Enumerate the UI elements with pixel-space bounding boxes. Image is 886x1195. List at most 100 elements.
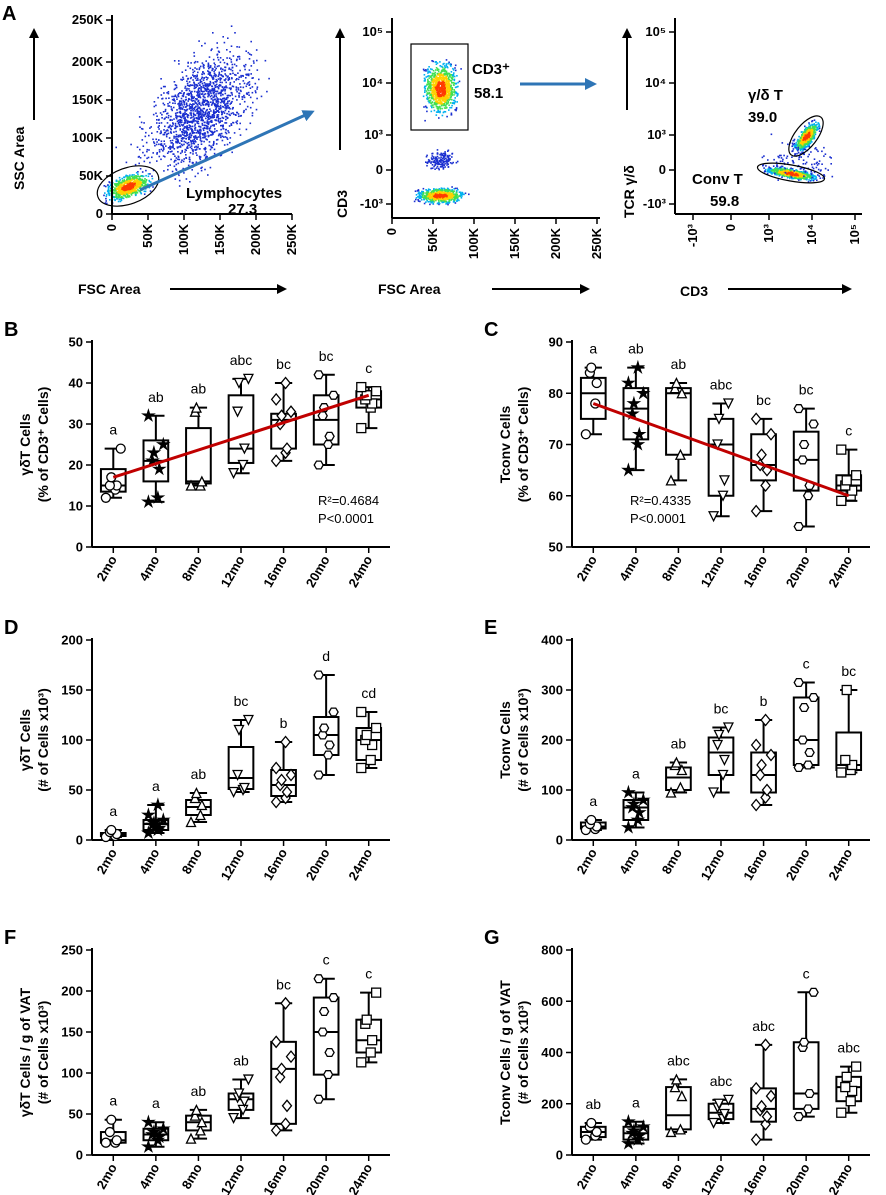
flow-event xyxy=(139,126,141,128)
flow-event xyxy=(220,77,223,80)
flow-event xyxy=(179,92,181,94)
flow-event xyxy=(133,190,136,192)
flow-event xyxy=(435,193,437,195)
flow-event xyxy=(445,86,448,89)
flow-event xyxy=(213,131,215,134)
flow-event xyxy=(216,42,218,44)
flow-event xyxy=(227,78,230,80)
flow-event xyxy=(250,73,252,75)
flow-event xyxy=(447,155,449,158)
flow-event xyxy=(178,106,181,108)
flow-event xyxy=(198,101,201,104)
flow-event xyxy=(216,110,219,112)
flow-event xyxy=(203,72,205,75)
flow-event xyxy=(138,155,140,158)
flow-event xyxy=(445,81,448,83)
flow-event xyxy=(168,105,171,107)
flow-event xyxy=(443,161,445,163)
flow-event xyxy=(126,188,128,191)
flow-event xyxy=(800,136,802,139)
flow-event xyxy=(434,196,436,198)
flow-event xyxy=(806,129,808,131)
flow-event xyxy=(427,80,429,82)
flow-event xyxy=(187,61,189,64)
flow-event xyxy=(134,186,136,189)
flow-event xyxy=(428,70,431,73)
flow-event xyxy=(450,74,453,76)
flow-event xyxy=(443,190,446,193)
flow-event xyxy=(216,138,219,141)
flow-event xyxy=(188,121,190,123)
flow-event xyxy=(201,101,204,104)
flow-event xyxy=(212,32,214,34)
flow-event xyxy=(236,90,238,93)
flow-event xyxy=(189,125,192,128)
flow-event xyxy=(198,116,201,119)
flow-event xyxy=(127,180,130,182)
flow-event xyxy=(209,71,212,74)
flow-event xyxy=(449,158,451,160)
flow-event xyxy=(446,66,449,69)
flow-event xyxy=(165,145,167,147)
flow-event xyxy=(189,181,191,183)
flow-event xyxy=(230,25,233,27)
flow-event xyxy=(807,129,809,132)
flow-event xyxy=(242,80,245,82)
flow-event xyxy=(193,103,195,105)
flow-event xyxy=(198,114,200,117)
flow-event xyxy=(451,189,453,191)
flow-event xyxy=(442,168,445,170)
flow-event xyxy=(431,80,434,82)
flow-event xyxy=(139,175,142,177)
flow-event xyxy=(232,85,235,88)
flow-event xyxy=(436,78,438,80)
flow-event xyxy=(440,194,442,197)
flow-event xyxy=(805,130,808,133)
flow-event xyxy=(433,72,436,75)
flow-event xyxy=(210,104,213,106)
flow-event xyxy=(204,146,207,149)
flow-event xyxy=(808,125,810,128)
flow-event xyxy=(177,162,180,165)
flow-event xyxy=(189,67,192,70)
flow-event xyxy=(200,112,202,114)
flow-event xyxy=(190,143,193,145)
flow-event xyxy=(173,153,175,155)
flow-event xyxy=(202,86,204,89)
flow-event xyxy=(426,192,429,194)
flow-event xyxy=(204,112,206,114)
flow-event xyxy=(792,143,794,146)
flow-event xyxy=(114,184,117,187)
flow-event xyxy=(451,190,454,193)
flow-event xyxy=(235,114,237,116)
flow-event xyxy=(196,138,198,140)
lymphocyte-gate-value: 27.3 xyxy=(228,201,257,218)
flow-event xyxy=(197,131,200,133)
flow-event xyxy=(809,138,812,140)
flow-event xyxy=(202,79,205,81)
flow-event xyxy=(194,125,196,127)
flow-event xyxy=(160,140,163,143)
flow-event xyxy=(433,201,435,203)
flow-event xyxy=(804,125,806,128)
flow-event xyxy=(221,89,224,92)
flow-event xyxy=(217,100,219,102)
flow-event xyxy=(440,102,442,104)
flow-event xyxy=(444,162,446,165)
flow-event xyxy=(188,160,191,163)
flow-event xyxy=(128,192,130,194)
flow-event xyxy=(427,193,430,196)
flow-event xyxy=(449,154,451,157)
flow-event xyxy=(435,100,438,102)
flow-event xyxy=(167,114,170,117)
flow-event xyxy=(804,127,807,129)
flow-event xyxy=(179,112,182,115)
flow-event xyxy=(427,83,430,85)
flow-event xyxy=(446,86,449,88)
flow-event xyxy=(204,124,207,127)
flow-event xyxy=(766,172,769,175)
flow-event xyxy=(423,74,426,76)
flow-event xyxy=(443,192,445,194)
flow-event xyxy=(423,86,426,89)
flow-event xyxy=(809,142,811,145)
